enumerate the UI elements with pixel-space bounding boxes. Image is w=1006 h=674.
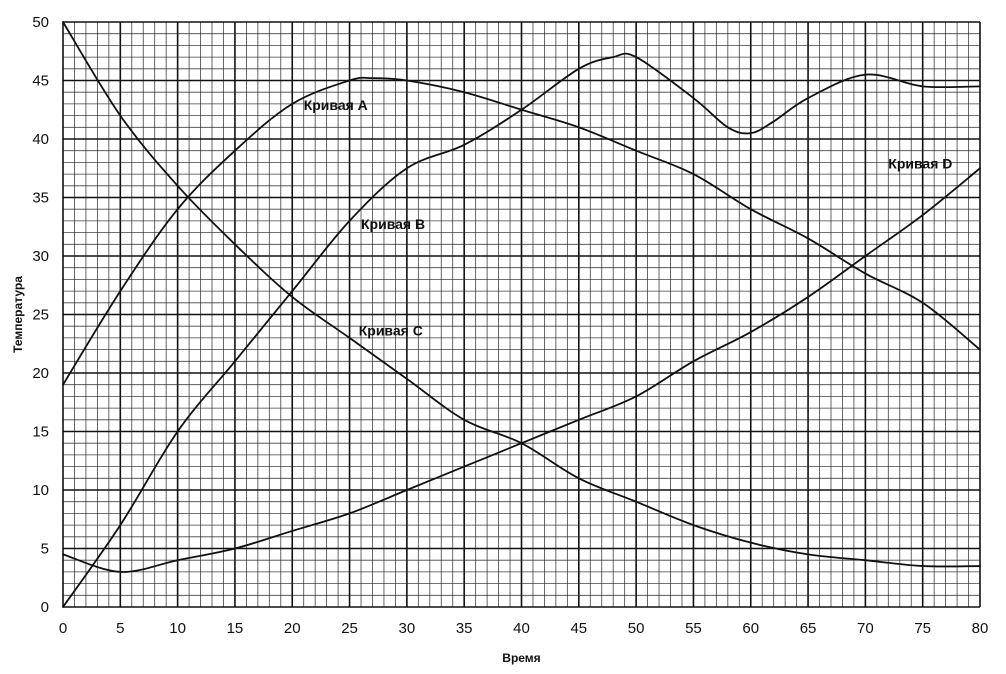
y-tick-label: 0 (41, 599, 49, 616)
x-tick-label: 5 (116, 620, 124, 637)
x-tick-label: 40 (513, 620, 530, 637)
y-tick-label: 45 (32, 73, 49, 90)
series-line-3 (62, 21, 981, 568)
y-tick-label: 20 (32, 365, 49, 382)
x-tick-label: 60 (742, 620, 759, 637)
y-tick-label: 10 (32, 482, 49, 499)
x-tick-label: 0 (59, 620, 67, 637)
y-axis-title: Температура (11, 276, 25, 353)
x-tick-label: 35 (456, 620, 473, 637)
y-tick-label: 40 (32, 131, 49, 148)
x-tick-label: 55 (685, 620, 702, 637)
x-tick-label: 30 (399, 620, 416, 637)
series-line-4 (62, 167, 981, 573)
series-label-3: Кривая C (359, 323, 423, 339)
x-axis-title: Время (502, 651, 540, 665)
y-tick-label: 50 (32, 14, 49, 31)
x-tick-label: 10 (169, 620, 186, 637)
x-tick-label: 70 (857, 620, 874, 637)
series-label-4: Кривая D (888, 155, 952, 171)
x-tick-label: 20 (284, 620, 301, 637)
x-tick-label: 45 (570, 620, 587, 637)
y-tick-label: 5 (41, 541, 49, 558)
chart-grid (62, 21, 981, 608)
y-tick-label: 15 (32, 424, 49, 441)
x-tick-label: 80 (972, 620, 989, 637)
series-line-1 (62, 76, 981, 386)
x-tick-label: 75 (914, 620, 931, 637)
series-label-1: Кривая A (304, 97, 368, 113)
y-tick-label: 25 (32, 307, 49, 324)
x-tick-label: 50 (628, 620, 645, 637)
chart-curves (62, 21, 981, 608)
x-tick-label: 15 (227, 620, 244, 637)
y-tick-label: 30 (32, 248, 49, 265)
x-tick-label: 25 (341, 620, 358, 637)
x-tick-label: 65 (800, 620, 817, 637)
series-line-2 (62, 52, 981, 608)
y-tick-label: 35 (32, 190, 49, 207)
chart-series-labels: Кривая A Кривая B Кривая C Кривая D (304, 97, 953, 339)
chart-tick-labels: 0 5 10 15 20 25 30 35 40 45 50 55 60 65 70 75 80 0 5 10 15 20… (32, 14, 988, 637)
series-label-2: Кривая B (361, 216, 425, 232)
